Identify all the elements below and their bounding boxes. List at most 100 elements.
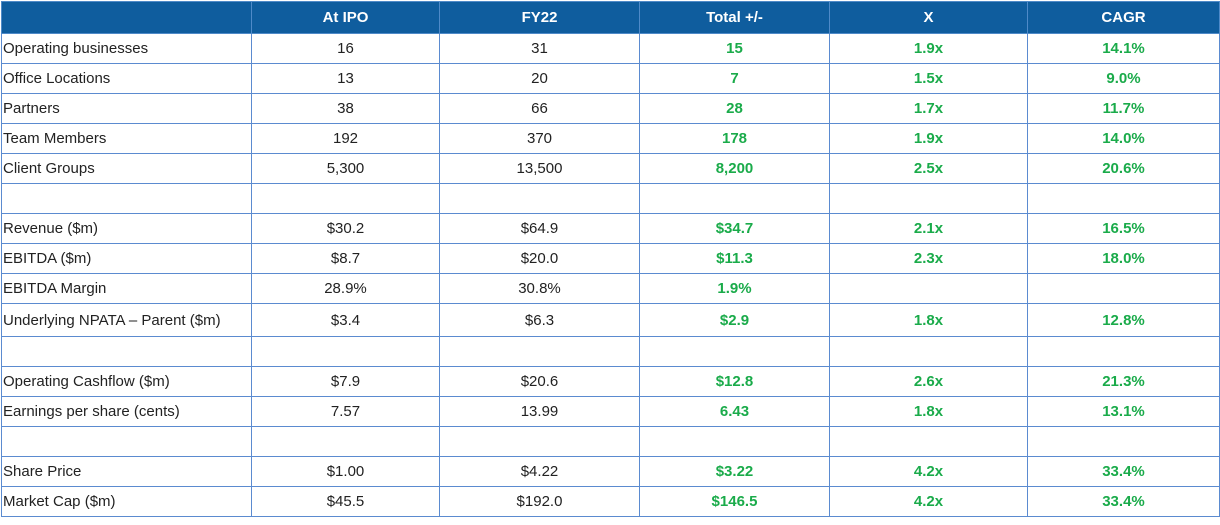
cell-fy22: $64.9	[439, 213, 640, 244]
cell-at-ipo: 7.57	[251, 396, 440, 427]
row-label: Team Members	[1, 123, 252, 154]
cell-multiple	[829, 183, 1028, 214]
cell-cagr	[1027, 336, 1220, 367]
row-label: EBITDA ($m)	[1, 243, 252, 274]
cell-fy22: 370	[439, 123, 640, 154]
cell-cagr: 12.8%	[1027, 303, 1220, 337]
cell-cagr	[1027, 273, 1220, 304]
cell-at-ipo: 13	[251, 63, 440, 94]
table-row: Revenue ($m) $30.2 $64.9 $34.7 2.1x 16.5%	[1, 213, 1220, 244]
row-label: Earnings per share (cents)	[1, 396, 252, 427]
cell-multiple: 1.5x	[829, 63, 1028, 94]
cell-at-ipo: $1.00	[251, 456, 440, 487]
cell-fy22: 20	[439, 63, 640, 94]
cell-multiple	[829, 273, 1028, 304]
cell-fy22: $20.0	[439, 243, 640, 274]
cell-multiple: 1.9x	[829, 123, 1028, 154]
cell-cagr: 14.1%	[1027, 33, 1220, 64]
cell-at-ipo	[251, 336, 440, 367]
header-cagr: CAGR	[1027, 1, 1220, 34]
table-row: Team Members 192 370 178 1.9x 14.0%	[1, 123, 1220, 154]
spacer-row	[1, 426, 1220, 457]
table-row: EBITDA ($m) $8.7 $20.0 $11.3 2.3x 18.0%	[1, 243, 1220, 274]
table-row: Operating Cashflow ($m) $7.9 $20.6 $12.8 2.6…	[1, 366, 1220, 397]
cell-multiple: 4.2x	[829, 486, 1028, 517]
row-label: Operating Cashflow ($m)	[1, 366, 252, 397]
cell-fy22	[439, 426, 640, 457]
cell-total-change: 178	[639, 123, 830, 154]
cell-at-ipo: $8.7	[251, 243, 440, 274]
spacer-row	[1, 336, 1220, 367]
table-row: Client Groups 5,300 13,500 8,200 2.5x 20.6%	[1, 153, 1220, 184]
header-row: At IPO FY22 Total +/- X CAGR	[1, 1, 1220, 34]
cell-total-change: $2.9	[639, 303, 830, 337]
row-label: Share Price	[1, 456, 252, 487]
table-row: Operating businesses 16 31 15 1.9x 14.1%	[1, 33, 1220, 64]
cell-total-change: 1.9%	[639, 273, 830, 304]
cell-at-ipo: $30.2	[251, 213, 440, 244]
cell-at-ipo: 28.9%	[251, 273, 440, 304]
cell-at-ipo: $3.4	[251, 303, 440, 337]
cell-multiple: 2.5x	[829, 153, 1028, 184]
cell-fy22: 13,500	[439, 153, 640, 184]
cell-multiple: 1.8x	[829, 396, 1028, 427]
header-total-change: Total +/-	[639, 1, 830, 34]
cell-total-change: $34.7	[639, 213, 830, 244]
cell-fy22: $6.3	[439, 303, 640, 337]
header-at-ipo: At IPO	[251, 1, 440, 34]
cell-multiple: 1.8x	[829, 303, 1028, 337]
cell-at-ipo: $45.5	[251, 486, 440, 517]
cell-fy22	[439, 336, 640, 367]
cell-total-change: 7	[639, 63, 830, 94]
cell-multiple: 1.7x	[829, 93, 1028, 124]
cell-total-change: $3.22	[639, 456, 830, 487]
cell-fy22: 30.8%	[439, 273, 640, 304]
row-label: Market Cap ($m)	[1, 486, 252, 517]
cell-fy22: $192.0	[439, 486, 640, 517]
row-label: Client Groups	[1, 153, 252, 184]
cell-cagr: 14.0%	[1027, 123, 1220, 154]
cell-cagr	[1027, 426, 1220, 457]
cell-cagr: 33.4%	[1027, 456, 1220, 487]
cell-multiple: 1.9x	[829, 33, 1028, 64]
cell-fy22	[439, 183, 640, 214]
row-label: Partners	[1, 93, 252, 124]
row-label: Office Locations	[1, 63, 252, 94]
cell-multiple: 2.6x	[829, 366, 1028, 397]
table-row: Market Cap ($m) $45.5 $192.0 $146.5 4.2x 33.4…	[1, 486, 1220, 517]
cell-cagr	[1027, 183, 1220, 214]
row-label: EBITDA Margin	[1, 273, 252, 304]
row-label: Operating businesses	[1, 33, 252, 64]
cell-total-change: 6.43	[639, 396, 830, 427]
cell-total-change	[639, 426, 830, 457]
cell-total-change: 28	[639, 93, 830, 124]
table-row: Share Price $1.00 $4.22 $3.22 4.2x 33.4%	[1, 456, 1220, 487]
table-row: EBITDA Margin 28.9% 30.8% 1.9%	[1, 273, 1220, 304]
cell-cagr: 16.5%	[1027, 213, 1220, 244]
spacer-row	[1, 183, 1220, 214]
cell-at-ipo: 38	[251, 93, 440, 124]
row-label	[1, 336, 252, 367]
cell-at-ipo: 192	[251, 123, 440, 154]
cell-at-ipo: $7.9	[251, 366, 440, 397]
table-row: Underlying NPATA – Parent ($m) $3.4 $6.3 $2…	[1, 303, 1220, 337]
row-label: Underlying NPATA – Parent ($m)	[1, 303, 252, 337]
cell-at-ipo: 5,300	[251, 153, 440, 184]
cell-cagr: 33.4%	[1027, 486, 1220, 517]
cell-fy22: 31	[439, 33, 640, 64]
cell-total-change: $12.8	[639, 366, 830, 397]
cell-multiple: 2.3x	[829, 243, 1028, 274]
cell-fy22: 13.99	[439, 396, 640, 427]
cell-cagr: 11.7%	[1027, 93, 1220, 124]
cell-multiple: 2.1x	[829, 213, 1028, 244]
cell-fy22: $4.22	[439, 456, 640, 487]
cell-multiple: 4.2x	[829, 456, 1028, 487]
cell-fy22: 66	[439, 93, 640, 124]
cell-at-ipo: 16	[251, 33, 440, 64]
cell-at-ipo	[251, 183, 440, 214]
cell-at-ipo	[251, 426, 440, 457]
cell-total-change: 15	[639, 33, 830, 64]
cell-total-change: $146.5	[639, 486, 830, 517]
cell-cagr: 20.6%	[1027, 153, 1220, 184]
